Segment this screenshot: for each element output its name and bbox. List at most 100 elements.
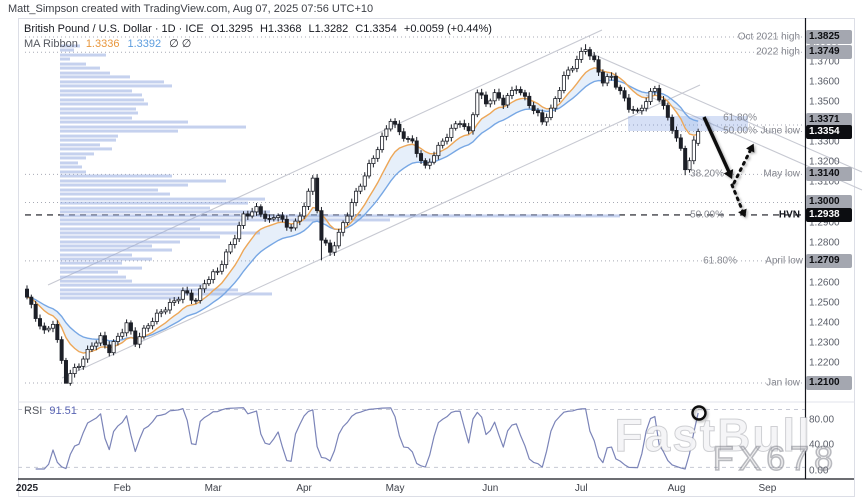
price-tick: 1.3100 xyxy=(809,176,840,188)
candle-body xyxy=(358,185,363,192)
candle-body xyxy=(618,86,623,92)
candle-body xyxy=(215,270,220,273)
volume-profile-bar xyxy=(60,120,188,124)
candle-body xyxy=(362,175,367,187)
candle-body xyxy=(345,215,350,224)
volume-profile-bar xyxy=(60,84,172,88)
time-label-jun: Jun xyxy=(482,483,499,494)
volume-profile-bar xyxy=(60,71,110,75)
fib-highlight-zone[interactable] xyxy=(628,116,748,131)
volume-profile-bar xyxy=(60,62,86,66)
volume-profile-bar xyxy=(60,102,148,106)
ohlc-part: O1.3295 xyxy=(210,23,253,35)
volume-profile-bar xyxy=(60,152,94,156)
ohlc-part: C1.3354 xyxy=(355,23,397,35)
annotation-arrows[interactable] xyxy=(702,116,755,218)
volume-profile-bar xyxy=(60,80,164,84)
price-tag: 1.3749 xyxy=(806,45,852,60)
candle-body xyxy=(271,217,276,220)
candle-body xyxy=(414,140,419,154)
volume-profile-bar xyxy=(60,275,126,279)
time-label-feb: Feb xyxy=(113,483,131,494)
ohlc-part: H1.3368 xyxy=(259,23,302,35)
candle-body xyxy=(189,292,194,301)
candle-body xyxy=(631,109,636,111)
candles[interactable] xyxy=(24,44,701,386)
volume-profile-bar xyxy=(60,188,158,192)
candle-body xyxy=(154,312,159,322)
candle-body xyxy=(687,160,692,171)
candle-body xyxy=(232,238,237,245)
candle-body xyxy=(644,101,649,109)
rsi-line[interactable] xyxy=(35,407,699,470)
ma-ribbon-label[interactable]: MA Ribbon xyxy=(24,38,78,50)
candle-body xyxy=(557,90,562,99)
volume-profile-bar xyxy=(60,161,78,165)
candle-body xyxy=(46,327,51,331)
candle-body xyxy=(297,215,302,222)
candle-body xyxy=(583,49,588,52)
candle-body xyxy=(206,279,211,285)
candle-body xyxy=(609,75,614,78)
candle-body xyxy=(410,138,415,142)
volume-profile-bar xyxy=(60,266,142,270)
volume-profile-bar xyxy=(60,296,182,300)
candle-body xyxy=(98,335,103,344)
volume-profile-bar xyxy=(60,261,122,265)
volume-profile-bar xyxy=(60,138,116,142)
candle-body xyxy=(466,126,471,132)
rsi-label[interactable]: RSI xyxy=(24,405,43,417)
price-tick: 1.2400 xyxy=(809,317,840,329)
candle-body xyxy=(124,322,129,334)
candle-body xyxy=(258,206,263,215)
volume-profile-bar xyxy=(60,206,210,210)
candle-body xyxy=(323,239,328,244)
candle-body xyxy=(315,177,320,212)
candle-body xyxy=(445,137,450,142)
candle-body xyxy=(635,109,640,112)
rsi-tick: 40.00 xyxy=(809,439,835,451)
candle-body xyxy=(367,163,372,177)
candle-body xyxy=(263,213,268,219)
candle-body xyxy=(115,335,120,342)
price-tick: 1.3700 xyxy=(809,56,840,68)
symbol-legend: British Pound / U.S. Dollar · 1D · ICE O1… xyxy=(24,22,492,37)
candle-body xyxy=(332,245,337,253)
volume-profile-bar xyxy=(60,218,390,222)
volume-profile-bar xyxy=(60,57,70,61)
candle-body xyxy=(250,211,255,217)
candle-body xyxy=(432,155,437,163)
candle-body xyxy=(661,99,666,106)
candle-body xyxy=(42,325,47,331)
candle-body xyxy=(670,116,675,131)
candle-body xyxy=(202,283,207,290)
candle-body xyxy=(648,90,653,103)
candle-body xyxy=(674,129,679,139)
candle-body xyxy=(310,177,315,192)
watermark-fx678: FX678 xyxy=(712,439,838,479)
volume-profile-bar xyxy=(60,222,240,226)
time-label-jul: Jul xyxy=(574,483,588,494)
price-tag: 1.3140 xyxy=(806,167,852,182)
chart-frame xyxy=(18,18,855,497)
candle-body xyxy=(133,330,138,345)
candle-body xyxy=(570,67,575,71)
candle-body xyxy=(284,218,289,228)
rsi-circle-annotation[interactable] xyxy=(691,405,707,421)
candle-body xyxy=(496,92,501,99)
candle-body xyxy=(63,360,68,384)
candle-body xyxy=(683,147,688,171)
candle-body xyxy=(167,302,172,311)
candle-body xyxy=(457,123,462,126)
time-label-sep: Sep xyxy=(758,483,777,494)
candle-body xyxy=(527,95,532,107)
candle-body xyxy=(137,336,142,345)
candle-body xyxy=(561,75,566,91)
candle-body xyxy=(341,222,346,233)
symbol-title[interactable]: British Pound / U.S. Dollar · 1D · ICE xyxy=(24,23,204,35)
candle-body xyxy=(691,139,696,162)
price-tag: 1.2709 xyxy=(806,253,852,268)
volume-profile-bar xyxy=(60,44,80,48)
